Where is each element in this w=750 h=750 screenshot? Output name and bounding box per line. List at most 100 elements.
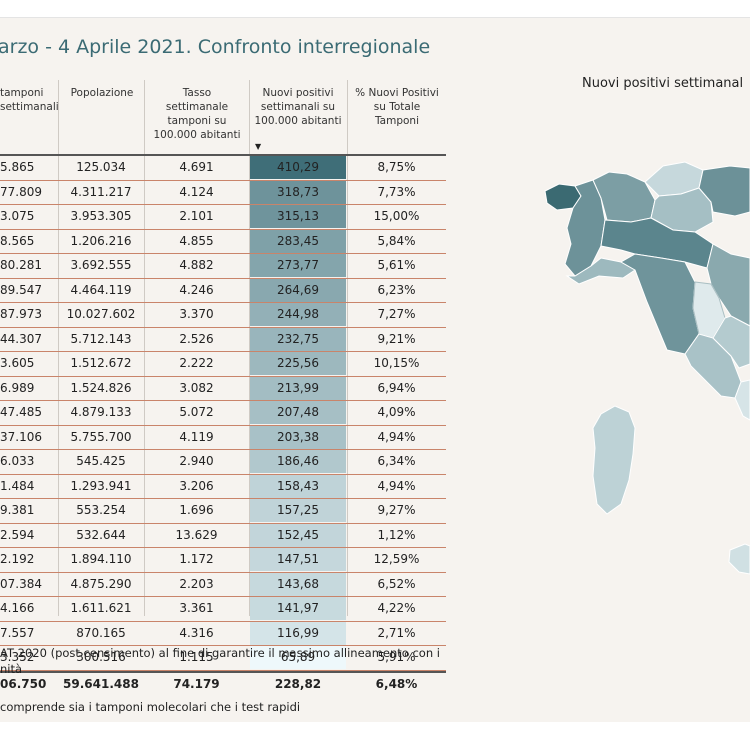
footnote-line: AT 2020 (post censimento) al fine di gar… bbox=[0, 646, 440, 660]
cell-tamponi: 2.192 bbox=[0, 552, 35, 566]
total-percent: 6,48% bbox=[375, 676, 418, 691]
heat-cell-background bbox=[250, 254, 346, 277]
table-row[interactable]: 3.352 300.516 1.115 65,89 5,91% bbox=[0, 646, 446, 671]
table-row[interactable]: 6.033 545.425 2.940 186,46 6,34% bbox=[0, 450, 446, 475]
heat-cell-background bbox=[250, 425, 346, 449]
top-bar bbox=[0, 0, 750, 18]
cell-tamponi: 07.384 bbox=[0, 576, 42, 591]
cell-percent: 4,94% bbox=[377, 478, 416, 493]
cell-popolazione: 1.894.110 bbox=[70, 552, 132, 566]
cell-popolazione: 4.464.119 bbox=[70, 282, 132, 297]
cell-nuovi-positivi: 143,68 bbox=[277, 576, 319, 591]
header-percent-positivi[interactable]: % Nuovi Positivi su Totale Tamponi bbox=[355, 87, 439, 127]
heat-cell-background bbox=[250, 327, 346, 351]
cell-percent: 10,15% bbox=[373, 356, 420, 370]
cell-percent: 6,34% bbox=[377, 454, 416, 468]
cell-tamponi: 6.989 bbox=[0, 380, 35, 395]
cell-tasso: 3.082 bbox=[179, 380, 214, 395]
table-row[interactable]: 07.384 4.875.290 2.203 143,68 6,52% bbox=[0, 572, 446, 597]
cell-percent: 9,27% bbox=[377, 503, 416, 517]
heat-cell-background bbox=[250, 474, 346, 498]
cell-percent: 9,21% bbox=[377, 331, 416, 346]
map-region-sicilia[interactable] bbox=[728, 543, 750, 575]
cell-percent: 6,94% bbox=[377, 380, 416, 395]
map-region-friuli[interactable] bbox=[698, 165, 750, 217]
table-row[interactable]: 1.484 1.293.941 3.206 158,43 4,94% bbox=[0, 474, 446, 499]
table-row[interactable]: 2.594 532.644 13.629 152,45 1,12% bbox=[0, 523, 446, 548]
cell-percent: 6,52% bbox=[377, 576, 416, 591]
cell-nuovi-positivi: 273,77 bbox=[277, 258, 319, 272]
cell-tasso: 2.526 bbox=[179, 331, 214, 346]
table-row[interactable]: 4.166 1.611.621 3.361 141,97 4,22% bbox=[0, 597, 446, 622]
cell-popolazione: 3.692.555 bbox=[70, 258, 132, 272]
heat-cell-background bbox=[250, 572, 346, 596]
cell-popolazione: 1.512.672 bbox=[70, 356, 132, 370]
cell-popolazione: 1.206.216 bbox=[70, 233, 132, 248]
cell-percent: 6,23% bbox=[377, 282, 416, 297]
table-row[interactable]: 5.865 125.034 4.691 410,29 8,75% bbox=[0, 156, 446, 181]
cell-tasso: 1.696 bbox=[179, 503, 214, 517]
table-body: 5.865 125.034 4.691 410,29 8,75% 77.809 4.311.… bbox=[0, 156, 446, 671]
map-region-toscana[interactable] bbox=[619, 253, 700, 355]
cell-tasso: 2.940 bbox=[179, 454, 214, 468]
table-row[interactable]: 7.557 870.165 4.316 116,99 2,71% bbox=[0, 621, 446, 646]
total-tasso: 74.179 bbox=[173, 676, 220, 691]
cell-nuovi-positivi: 315,13 bbox=[277, 209, 319, 223]
cell-tamponi: 6.033 bbox=[0, 454, 35, 468]
column-divider bbox=[347, 80, 348, 616]
map-title: Nuovi positivi settimanal bbox=[582, 76, 744, 91]
total-row: 06.750 59.641.488 74.179 228,82 6,48% bbox=[0, 670, 446, 695]
cell-tasso: 4.882 bbox=[179, 258, 214, 272]
cell-tasso: 2.222 bbox=[179, 356, 214, 370]
table-row[interactable]: 9.381 553.254 1.696 157,25 9,27% bbox=[0, 499, 446, 524]
map-region-campania[interactable] bbox=[734, 379, 750, 421]
table-row[interactable]: 87.973 10.027.602 3.370 244,98 7,27% bbox=[0, 303, 446, 328]
table-row[interactable]: 77.809 4.311.217 4.124 318,73 7,73% bbox=[0, 180, 446, 205]
header-nuovi-positivi[interactable]: Nuovi positivi settimanali su 100.000 ab… bbox=[254, 87, 342, 127]
cell-tamponi: 5.865 bbox=[0, 160, 35, 174]
cell-tamponi: 9.381 bbox=[0, 503, 35, 517]
cell-nuovi-positivi: 116,99 bbox=[277, 625, 319, 640]
header-tamponi[interactable]: tamponi settimanali bbox=[0, 87, 59, 113]
report-panel: arzo - 4 Aprile 2021. Confronto interreg… bbox=[0, 18, 750, 722]
header-tasso-tamponi[interactable]: Tasso settimanale tamponi su 100.000 abi… bbox=[153, 87, 241, 141]
table-row[interactable]: 47.485 4.879.133 5.072 207,48 4,09% bbox=[0, 401, 446, 426]
map-region-sardegna[interactable] bbox=[592, 405, 636, 515]
heat-cell-background bbox=[250, 303, 346, 326]
table-row[interactable]: 89.547 4.464.119 4.246 264,69 6,23% bbox=[0, 278, 446, 303]
cell-popolazione: 545.425 bbox=[76, 454, 126, 468]
table-row[interactable]: 8.565 1.206.216 4.855 283,45 5,84% bbox=[0, 229, 446, 254]
cell-percent: 2,71% bbox=[377, 625, 416, 640]
cell-nuovi-positivi: 213,99 bbox=[277, 380, 319, 395]
column-divider bbox=[58, 80, 59, 616]
table-row[interactable]: 2.192 1.894.110 1.172 147,51 12,59% bbox=[0, 548, 446, 573]
cell-percent: 5,61% bbox=[377, 258, 416, 272]
cell-nuovi-positivi: 232,75 bbox=[277, 331, 319, 346]
heat-cell-background bbox=[250, 352, 346, 375]
cell-nuovi-positivi: 225,56 bbox=[277, 356, 319, 370]
cell-percent: 8,75% bbox=[377, 160, 416, 174]
cell-popolazione: 10.027.602 bbox=[66, 307, 136, 321]
cell-tamponi: 3.605 bbox=[0, 356, 35, 370]
sort-descending-icon[interactable]: ▼ bbox=[255, 142, 262, 151]
cell-tamponi: 89.547 bbox=[0, 282, 42, 297]
map-region-abruzzo[interactable] bbox=[712, 315, 750, 369]
table-row[interactable]: 6.989 1.524.826 3.082 213,99 6,94% bbox=[0, 376, 446, 401]
heat-cell-background bbox=[250, 621, 346, 645]
cell-tasso: 3.370 bbox=[179, 307, 214, 321]
cell-nuovi-positivi: 186,46 bbox=[277, 454, 319, 468]
cell-popolazione: 300.516 bbox=[76, 650, 126, 664]
header-popolazione[interactable]: Popolazione bbox=[70, 87, 134, 99]
table-row[interactable]: 3.075 3.953.305 2.101 315,13 15,00% bbox=[0, 205, 446, 230]
heat-cell-background bbox=[250, 499, 346, 522]
cell-tasso: 4.246 bbox=[179, 282, 214, 297]
cell-nuovi-positivi: 318,73 bbox=[277, 184, 319, 199]
cell-tamponi: 87.973 bbox=[0, 307, 42, 321]
heat-cell-background bbox=[250, 376, 346, 400]
table-row[interactable]: 37.106 5.755.700 4.119 203,38 4,94% bbox=[0, 425, 446, 450]
table-row[interactable]: 3.605 1.512.672 2.222 225,56 10,15% bbox=[0, 352, 446, 377]
cell-nuovi-positivi: 203,38 bbox=[277, 429, 319, 444]
table-row[interactable]: 44.307 5.712.143 2.526 232,75 9,21% bbox=[0, 327, 446, 352]
total-popolazione: 59.641.488 bbox=[63, 676, 139, 691]
table-row[interactable]: 80.281 3.692.555 4.882 273,77 5,61% bbox=[0, 254, 446, 279]
